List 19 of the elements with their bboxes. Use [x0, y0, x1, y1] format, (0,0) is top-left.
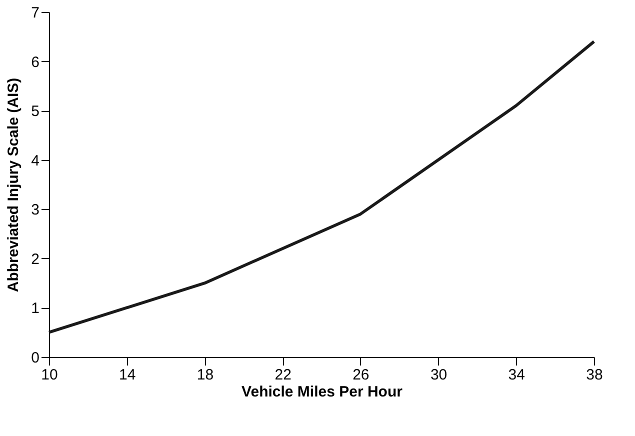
x-tick-label: 14 — [119, 366, 136, 384]
y-tick-label: 6 — [31, 54, 40, 71]
x-tick-label: 18 — [196, 366, 214, 384]
x-tick-label: 26 — [352, 366, 370, 384]
x-tick-label: 10 — [41, 366, 58, 384]
x-tick-label: 30 — [430, 366, 448, 384]
y-tick-label: 0 — [31, 350, 40, 366]
x-axis-title: Vehicle Miles Per Hour — [242, 384, 403, 400]
y-tick-label: 5 — [31, 103, 40, 120]
x-tick-label: 22 — [274, 366, 292, 384]
x-tick-label: 38 — [586, 366, 603, 384]
y-tick-label: 3 — [31, 202, 40, 219]
x-tick-label: 34 — [508, 366, 525, 384]
y-tick-label: 2 — [31, 250, 40, 268]
y-tick-label: 4 — [31, 152, 40, 170]
line-series — [48, 40, 596, 334]
y-axis-title: Abbreviated Injury Scale (AIS) — [5, 78, 22, 292]
y-tick-label: 7 — [31, 4, 40, 22]
y-tick-label: 1 — [31, 300, 40, 318]
